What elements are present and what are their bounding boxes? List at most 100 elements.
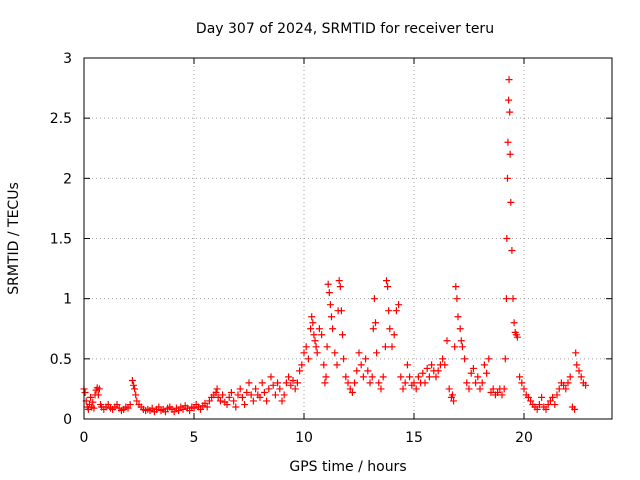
data-point: [476, 385, 484, 393]
x-tick-label: 0: [80, 430, 89, 446]
data-point: [263, 397, 271, 405]
data-point: [285, 373, 293, 381]
y-tick-label: 2.5: [50, 111, 72, 127]
data-point: [518, 379, 526, 387]
data-point: [247, 391, 255, 399]
data-point: [500, 385, 508, 393]
data-point: [494, 389, 502, 397]
data-point: [432, 373, 440, 381]
data-point: [311, 337, 319, 345]
x-tick-label: 20: [515, 430, 533, 446]
data-point: [323, 343, 331, 351]
data-point: [336, 283, 344, 291]
data-point: [383, 277, 390, 285]
data-point: [505, 76, 513, 84]
y-tick-label: 1.5: [50, 232, 72, 248]
data-point: [278, 397, 286, 405]
data-point: [428, 361, 436, 369]
data-point: [399, 385, 407, 393]
data-point: [572, 349, 580, 357]
data-point: [379, 373, 387, 381]
data-point: [542, 405, 550, 413]
data-point: [260, 389, 268, 397]
data-point: [562, 385, 570, 393]
data-point: [225, 393, 233, 401]
data-point: [267, 373, 275, 381]
data-point: [458, 343, 466, 351]
data-point: [538, 393, 546, 401]
data-point: [403, 361, 411, 369]
data-point: [480, 361, 488, 369]
data-point: [324, 280, 332, 288]
data-point: [487, 389, 495, 397]
data-point: [318, 331, 326, 339]
data-point: [368, 373, 376, 381]
data-point: [385, 307, 393, 315]
data-point: [571, 405, 579, 413]
data-point: [94, 391, 102, 399]
data-point: [309, 319, 317, 327]
data-point: [351, 379, 359, 387]
data-point: [298, 361, 306, 369]
data-point: [289, 376, 297, 384]
data-points: [80, 76, 590, 416]
data-point: [388, 343, 396, 351]
data-point: [241, 401, 249, 409]
x-tick-label: 15: [405, 430, 423, 446]
data-point: [369, 325, 377, 333]
data-point: [249, 397, 257, 405]
y-tick-label: 0: [63, 412, 72, 428]
data-point: [161, 408, 169, 416]
data-point: [252, 385, 260, 393]
data-point: [236, 385, 244, 393]
data-point: [472, 379, 480, 387]
data-point: [287, 381, 295, 389]
data-point: [443, 337, 451, 345]
data-point: [453, 295, 461, 303]
data-point: [213, 385, 221, 393]
data-point: [219, 391, 227, 399]
data-point: [505, 96, 513, 104]
data-point: [155, 403, 163, 411]
data-point: [362, 355, 370, 363]
data-point: [320, 361, 328, 369]
data-point: [465, 385, 473, 393]
data-point: [439, 355, 447, 363]
data-point: [423, 364, 431, 372]
data-point: [560, 381, 568, 389]
data-point: [370, 295, 378, 303]
data-point: [280, 391, 288, 399]
data-point: [410, 379, 418, 387]
data-point: [549, 393, 557, 401]
data-point: [312, 343, 320, 351]
data-point: [245, 379, 253, 387]
data-point: [366, 379, 374, 387]
data-point: [527, 397, 535, 405]
data-point: [414, 373, 422, 381]
data-point: [434, 367, 442, 375]
data-point: [401, 379, 409, 387]
x-axis-label: GPS time / hours: [289, 459, 406, 475]
data-point: [421, 379, 429, 387]
data-point: [293, 379, 301, 387]
data-point: [216, 397, 224, 405]
data-point: [474, 373, 482, 381]
data-point: [375, 379, 383, 387]
data-point: [234, 391, 242, 399]
data-point: [126, 401, 134, 409]
data-point: [372, 319, 379, 327]
data-point: [489, 385, 497, 393]
data-point: [190, 404, 198, 412]
data-point: [357, 361, 365, 369]
data-point: [463, 379, 471, 387]
data-point: [454, 313, 462, 321]
x-tick-label: 10: [295, 430, 313, 446]
data-point: [271, 391, 279, 399]
data-point: [243, 389, 251, 397]
grid: [84, 58, 612, 419]
data-point: [478, 379, 486, 387]
data-point: [507, 198, 515, 206]
data-point: [469, 364, 477, 372]
data-point: [384, 283, 392, 291]
data-point: [419, 369, 427, 377]
